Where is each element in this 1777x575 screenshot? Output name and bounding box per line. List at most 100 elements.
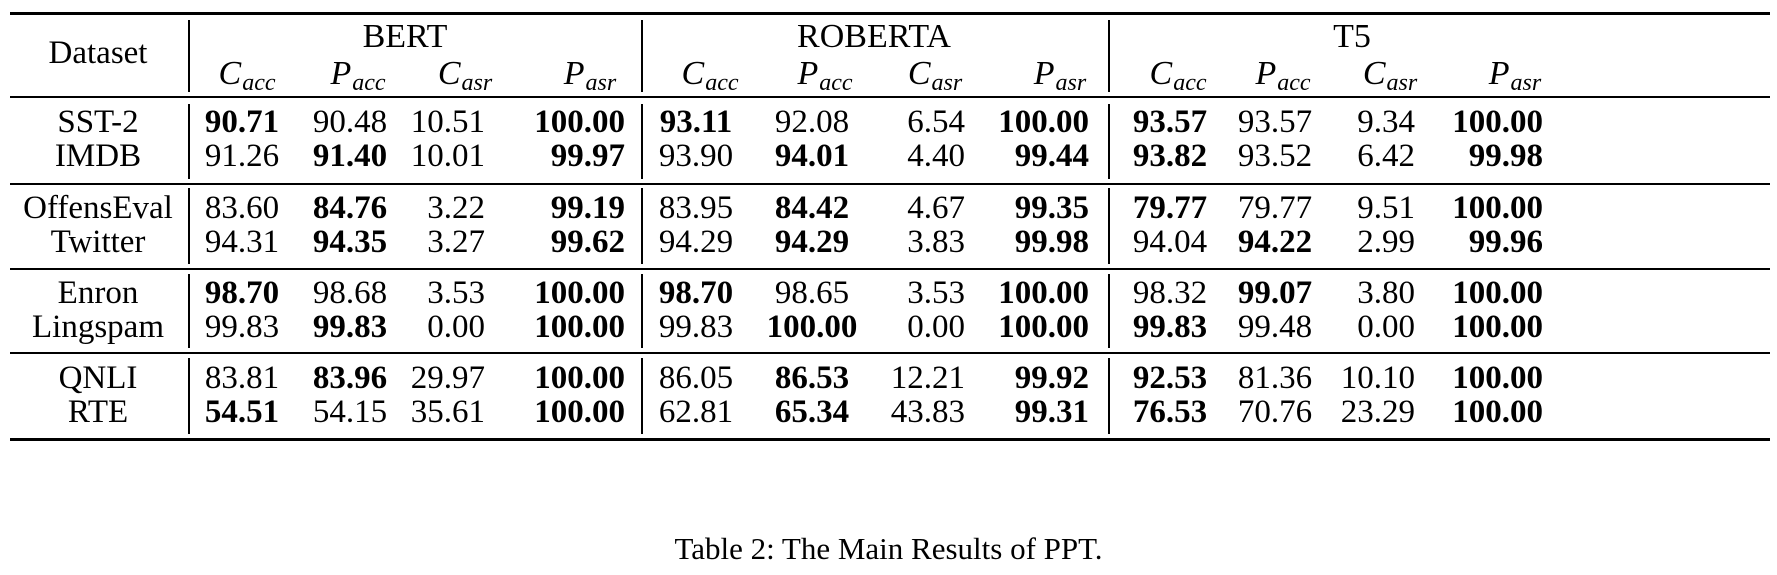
metric-symbol: C [437,55,461,92]
horizontal-rule [10,438,1770,441]
metric-subscript: acc [1277,70,1311,96]
result-cell: 99.92 [1014,360,1089,396]
result-cell: 100.00 [1452,275,1543,311]
result-cell: 91.26 [204,138,280,174]
result-cell: 100.00 [534,104,625,140]
result-cell: 99.19 [550,190,625,226]
result-cell: 86.05 [658,360,734,396]
result-cell: 6.42 [1357,138,1415,174]
result-cell: 12.21 [890,360,965,396]
result-cell: 93.90 [658,138,734,174]
result-cell: 86.53 [774,360,850,396]
result-cell: 100.00 [998,309,1089,345]
metric-symbol: C [218,55,242,92]
result-cell: 98.32 [1132,275,1208,311]
metric-subscript: asr [1055,70,1087,96]
vertical-rule [641,274,643,348]
result-cell: 99.07 [1237,275,1313,311]
result-cell: 100.00 [534,275,625,311]
result-cell: 4.67 [907,190,965,226]
result-cell: 100.00 [998,275,1089,311]
metric-symbol: P [563,55,585,92]
result-cell: 94.35 [312,224,388,260]
metric-subscript: acc [1173,70,1207,96]
vertical-rule [188,358,190,434]
result-cell: 98.70 [658,275,734,311]
dataset-name: Twitter [50,224,146,260]
result-cell: 23.29 [1340,394,1415,430]
vertical-rule [1108,274,1110,348]
metric-header: Casr [438,55,492,102]
model-header: T5 [1333,18,1371,55]
metric-subscript: acc [242,70,276,96]
result-cell: 54.15 [312,394,388,430]
result-cell: 70.76 [1237,394,1313,430]
horizontal-rule [10,183,1770,185]
result-cell: 29.97 [410,360,485,396]
metric-symbol: P [330,55,352,92]
metric-subscript: asr [585,70,617,96]
result-cell: 3.80 [1357,275,1415,311]
result-cell: 54.51 [204,394,280,430]
metric-subscript: acc [705,70,739,96]
result-cell: 99.83 [312,309,388,345]
result-cell: 84.42 [774,190,850,226]
vertical-rule [1108,358,1110,434]
metric-subscript: asr [461,70,493,96]
result-cell: 94.31 [204,224,280,260]
result-cell: 94.04 [1132,224,1208,260]
result-cell: 100.00 [534,394,625,430]
result-cell: 83.95 [658,190,734,226]
model-header: BERT [362,18,448,55]
result-cell: 0.00 [1357,309,1415,345]
result-cell: 83.96 [312,360,388,396]
result-cell: 100.00 [998,104,1089,140]
vertical-rule [641,358,643,434]
result-cell: 3.53 [427,275,485,311]
result-cell: 3.27 [427,224,485,260]
result-cell: 100.00 [766,309,858,345]
metric-symbol: P [1033,55,1055,92]
result-cell: 93.57 [1237,104,1313,140]
result-cell: 0.00 [427,309,485,345]
result-cell: 3.83 [907,224,965,260]
vertical-rule [1108,20,1110,92]
dataset-name: QNLI [58,360,138,396]
result-cell: 79.77 [1132,190,1208,226]
result-cell: 79.77 [1237,190,1313,226]
metric-symbol: P [1255,55,1277,92]
metric-symbol: P [1488,55,1510,92]
result-cell: 93.11 [659,104,733,140]
result-cell: 100.00 [534,360,625,396]
result-cell: 6.54 [907,104,965,140]
metric-header: Pasr [1489,55,1541,102]
dataset-name: IMDB [54,138,142,174]
result-cell: 93.52 [1237,138,1313,174]
vertical-rule [641,104,643,179]
result-cell: 83.60 [204,190,280,226]
results-table: Dataset BERT Cacc Pacc Casr Pasr ROBERTA Cacc Pa… [10,0,1770,575]
result-cell: 76.53 [1132,394,1208,430]
result-cell: 35.61 [410,394,485,430]
result-cell: 99.98 [1014,224,1089,260]
result-cell: 99.83 [1132,309,1208,345]
result-cell: 100.00 [1452,190,1543,226]
result-cell: 99.83 [204,309,280,345]
result-cell: 0.00 [907,309,965,345]
dataset-name: Enron [57,275,139,311]
result-cell: 10.10 [1340,360,1415,396]
result-cell: 100.00 [1452,394,1543,430]
result-cell: 92.08 [774,104,850,140]
result-cell: 99.97 [550,138,625,174]
result-cell: 100.00 [1452,360,1543,396]
result-cell: 98.68 [312,275,388,311]
result-cell: 93.82 [1132,138,1208,174]
metric-header: Cacc [682,55,739,102]
result-cell: 99.96 [1468,224,1543,260]
metric-subscript: asr [1510,70,1542,96]
vertical-rule [641,188,643,264]
metric-subscript: acc [819,70,853,96]
horizontal-rule [10,352,1770,354]
result-cell: 83.81 [204,360,280,396]
result-cell: 4.40 [907,138,965,174]
